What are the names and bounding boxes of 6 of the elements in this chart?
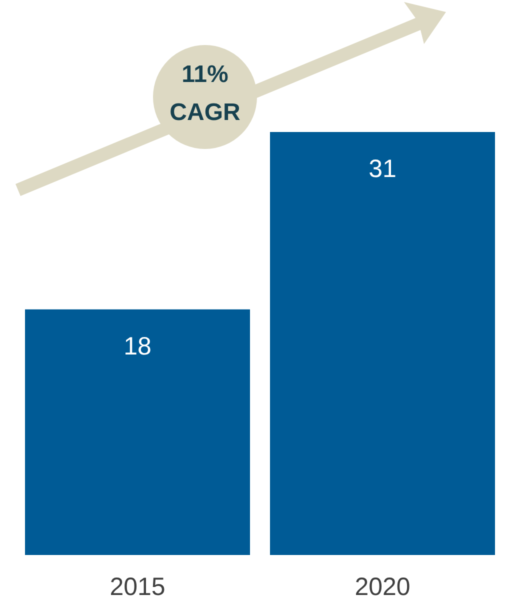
text: 11% (182, 61, 228, 88)
text: CAGR (170, 99, 240, 126)
x-tick-label: 2015 (110, 572, 166, 601)
data-label: 31 (368, 155, 396, 183)
x-tick-label: 2020 (354, 572, 410, 601)
data-label: 18 (124, 332, 152, 360)
